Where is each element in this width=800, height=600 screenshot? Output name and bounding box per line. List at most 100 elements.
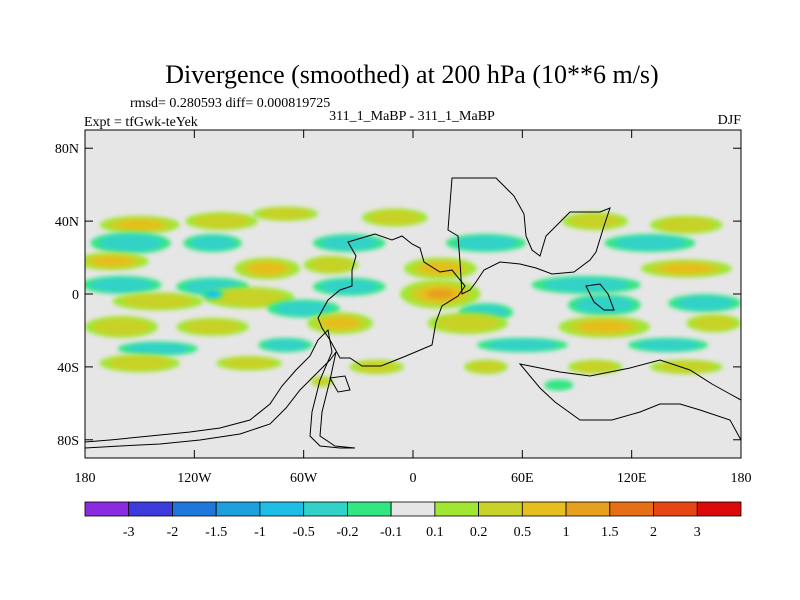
colorbar-swatch-12 <box>609 501 654 517</box>
north-african-outline <box>447 177 611 295</box>
east-outline <box>585 283 615 311</box>
colorbar-label-9: 0.5 <box>514 525 532 540</box>
field-blob-3 <box>362 208 428 227</box>
colorbar-swatch-7 <box>390 501 436 517</box>
x-tick-label-4: 60E <box>511 471 534 486</box>
south-america-outline <box>317 233 466 367</box>
colorbar-swatch-11 <box>565 501 611 517</box>
divergence-field <box>85 206 741 391</box>
y-tick-label-0: 80N <box>55 142 79 157</box>
field-blob-22 <box>400 279 481 309</box>
field-contour <box>275 301 333 316</box>
field-blob-6 <box>90 232 171 254</box>
field-contour <box>578 320 630 333</box>
field-blob-27 <box>668 294 741 313</box>
field-blob-35 <box>258 337 313 353</box>
field-blob-42 <box>567 359 623 375</box>
colorbar-label-7: 0.1 <box>426 525 444 540</box>
field-blob-8 <box>312 233 386 253</box>
chart-title: Divergence (smoothed) at 200 hPa (10**6 … <box>165 60 658 89</box>
field-contour <box>486 339 558 351</box>
field-contour <box>320 235 378 251</box>
field-blob-30 <box>307 312 373 335</box>
colorbar-swatch-14 <box>696 501 742 517</box>
field-contour <box>91 256 133 267</box>
colorbar-swatch-1 <box>128 501 173 517</box>
field-contour <box>264 339 307 351</box>
field-contour <box>369 210 421 225</box>
x-tick-label-2: 60W <box>290 471 318 486</box>
field-contour <box>660 263 712 274</box>
field-blob-5 <box>649 215 723 234</box>
field-contour <box>248 262 286 275</box>
field-blob-39 <box>216 355 282 371</box>
colorbar-swatch-2 <box>172 501 217 517</box>
field-contour <box>321 317 359 330</box>
field-blob-9 <box>445 233 526 253</box>
colorbar: -3 -2 -1.5 -1 -0.5 -0.2 -0.1 0.1 0.2 0.5 1 1.5 2 3 <box>84 501 742 540</box>
field-contour <box>122 294 194 309</box>
x-tick-label-5: 120E <box>617 471 647 486</box>
field-contour <box>454 235 518 251</box>
field-blob-11 <box>85 252 149 271</box>
colorbar-swatch-10 <box>521 501 567 517</box>
x-tick-label-0: 180 <box>75 471 96 486</box>
field-contour <box>108 356 171 371</box>
colorbar-swatch-6 <box>346 501 392 517</box>
field-blob-7 <box>183 233 242 253</box>
field-blob-12 <box>234 257 300 280</box>
field-contour <box>223 357 275 369</box>
south-land-outline <box>518 359 741 441</box>
axis-ticks: 180 120W 60W 0 60E 120E 180 80N 40N 0 40S 80S <box>55 130 752 486</box>
field-contour <box>117 219 163 230</box>
field-contour <box>676 296 733 311</box>
field-contour <box>213 289 285 307</box>
field-blob-0 <box>99 215 180 234</box>
field-blob-2 <box>252 206 319 222</box>
center-label: 311_1_MaBP - 311_1_MaBP <box>329 109 495 124</box>
field-blob-4 <box>562 212 628 231</box>
field-blob-37 <box>628 337 709 353</box>
field-blob-44 <box>311 376 333 387</box>
field-blob-38 <box>99 354 180 373</box>
colorbar-label-8: 0.2 <box>470 525 488 540</box>
field-contour <box>426 289 454 299</box>
continent-outlines <box>85 177 741 449</box>
field-contour <box>184 319 242 334</box>
y-tick-label-3: 40S <box>57 361 79 376</box>
colorbar-swatch-0 <box>84 501 130 517</box>
field-blob-15 <box>640 259 732 278</box>
stats-text: rmsd= 0.280593 diff= 0.000819725 <box>130 96 330 111</box>
field-blob-14 <box>403 257 477 280</box>
field-blob-40 <box>349 359 404 375</box>
x-tick-label-3: 0 <box>410 471 417 486</box>
colorbar-swatch-3 <box>215 501 261 517</box>
field-blob-24 <box>267 299 341 318</box>
colorbar-swatch-8 <box>434 501 479 517</box>
field-blob-29 <box>176 317 250 336</box>
y-tick-label-2: 0 <box>72 288 79 303</box>
field-contour <box>657 217 715 232</box>
field-blob-26 <box>567 294 641 316</box>
field-contour <box>692 316 735 331</box>
field-blob-10 <box>604 233 696 253</box>
field-contour <box>544 379 574 391</box>
field-contour <box>206 290 219 298</box>
colorbar-label-11: 1.5 <box>601 525 619 540</box>
field-blob-32 <box>558 315 650 338</box>
left-label: Expt = tfGwk-teYek <box>84 115 198 130</box>
island-outline <box>329 375 351 393</box>
field-blob-33 <box>686 314 741 333</box>
field-blob-41 <box>464 359 508 375</box>
field-blob-23 <box>201 288 224 300</box>
field-blob-36 <box>476 337 568 353</box>
field-contour <box>614 235 686 251</box>
colorbar-swatch-4 <box>259 501 305 517</box>
field-contour <box>355 361 398 373</box>
field-blob-21 <box>203 286 295 309</box>
field-contour <box>468 361 503 373</box>
x-tick-label-6: 180 <box>731 471 752 486</box>
field-contour <box>543 277 629 292</box>
field-blob-16 <box>85 275 162 294</box>
